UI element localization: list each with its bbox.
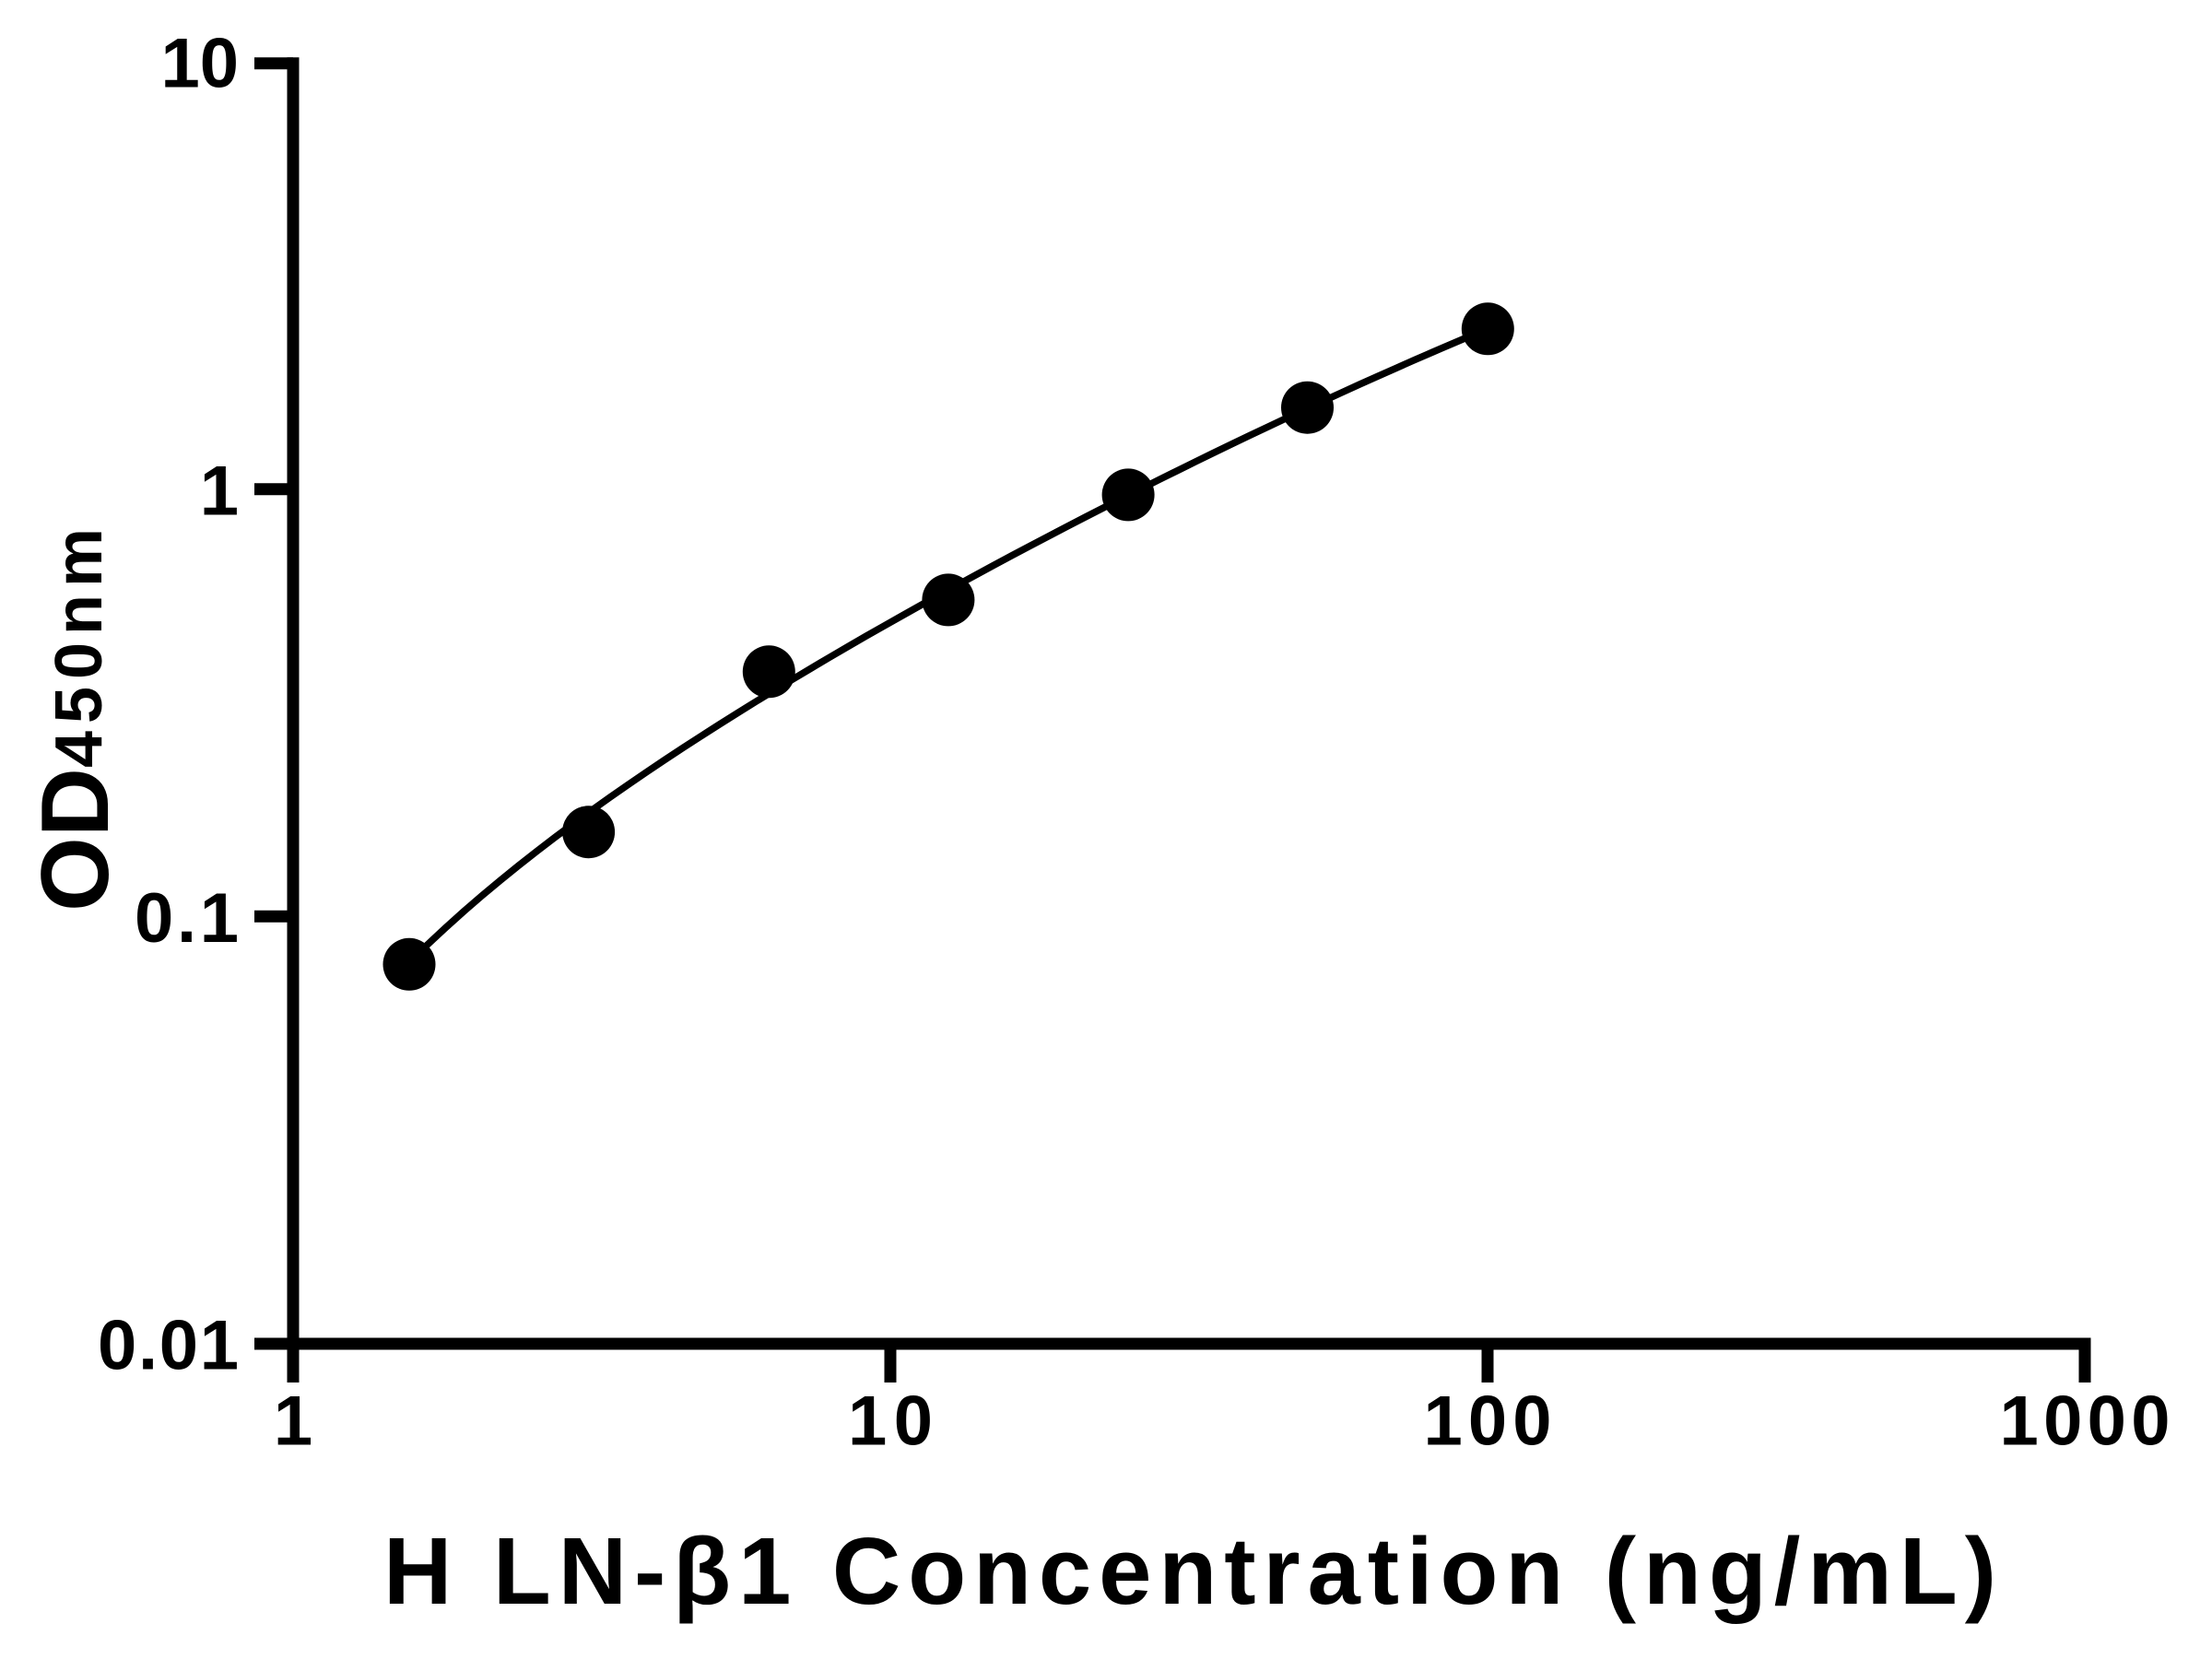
svg-text:1: 1 [200, 452, 239, 530]
svg-text:0.01: 0.01 [98, 1307, 239, 1385]
svg-text:0.1: 0.1 [135, 879, 239, 958]
svg-text:H LN-β1 Concentration (ng/mL): H LN-β1 Concentration (ng/mL) [383, 1518, 1996, 1624]
svg-text:1: 1 [274, 1382, 312, 1460]
svg-text:10: 10 [160, 25, 239, 103]
svg-text:100: 100 [1424, 1382, 1552, 1460]
